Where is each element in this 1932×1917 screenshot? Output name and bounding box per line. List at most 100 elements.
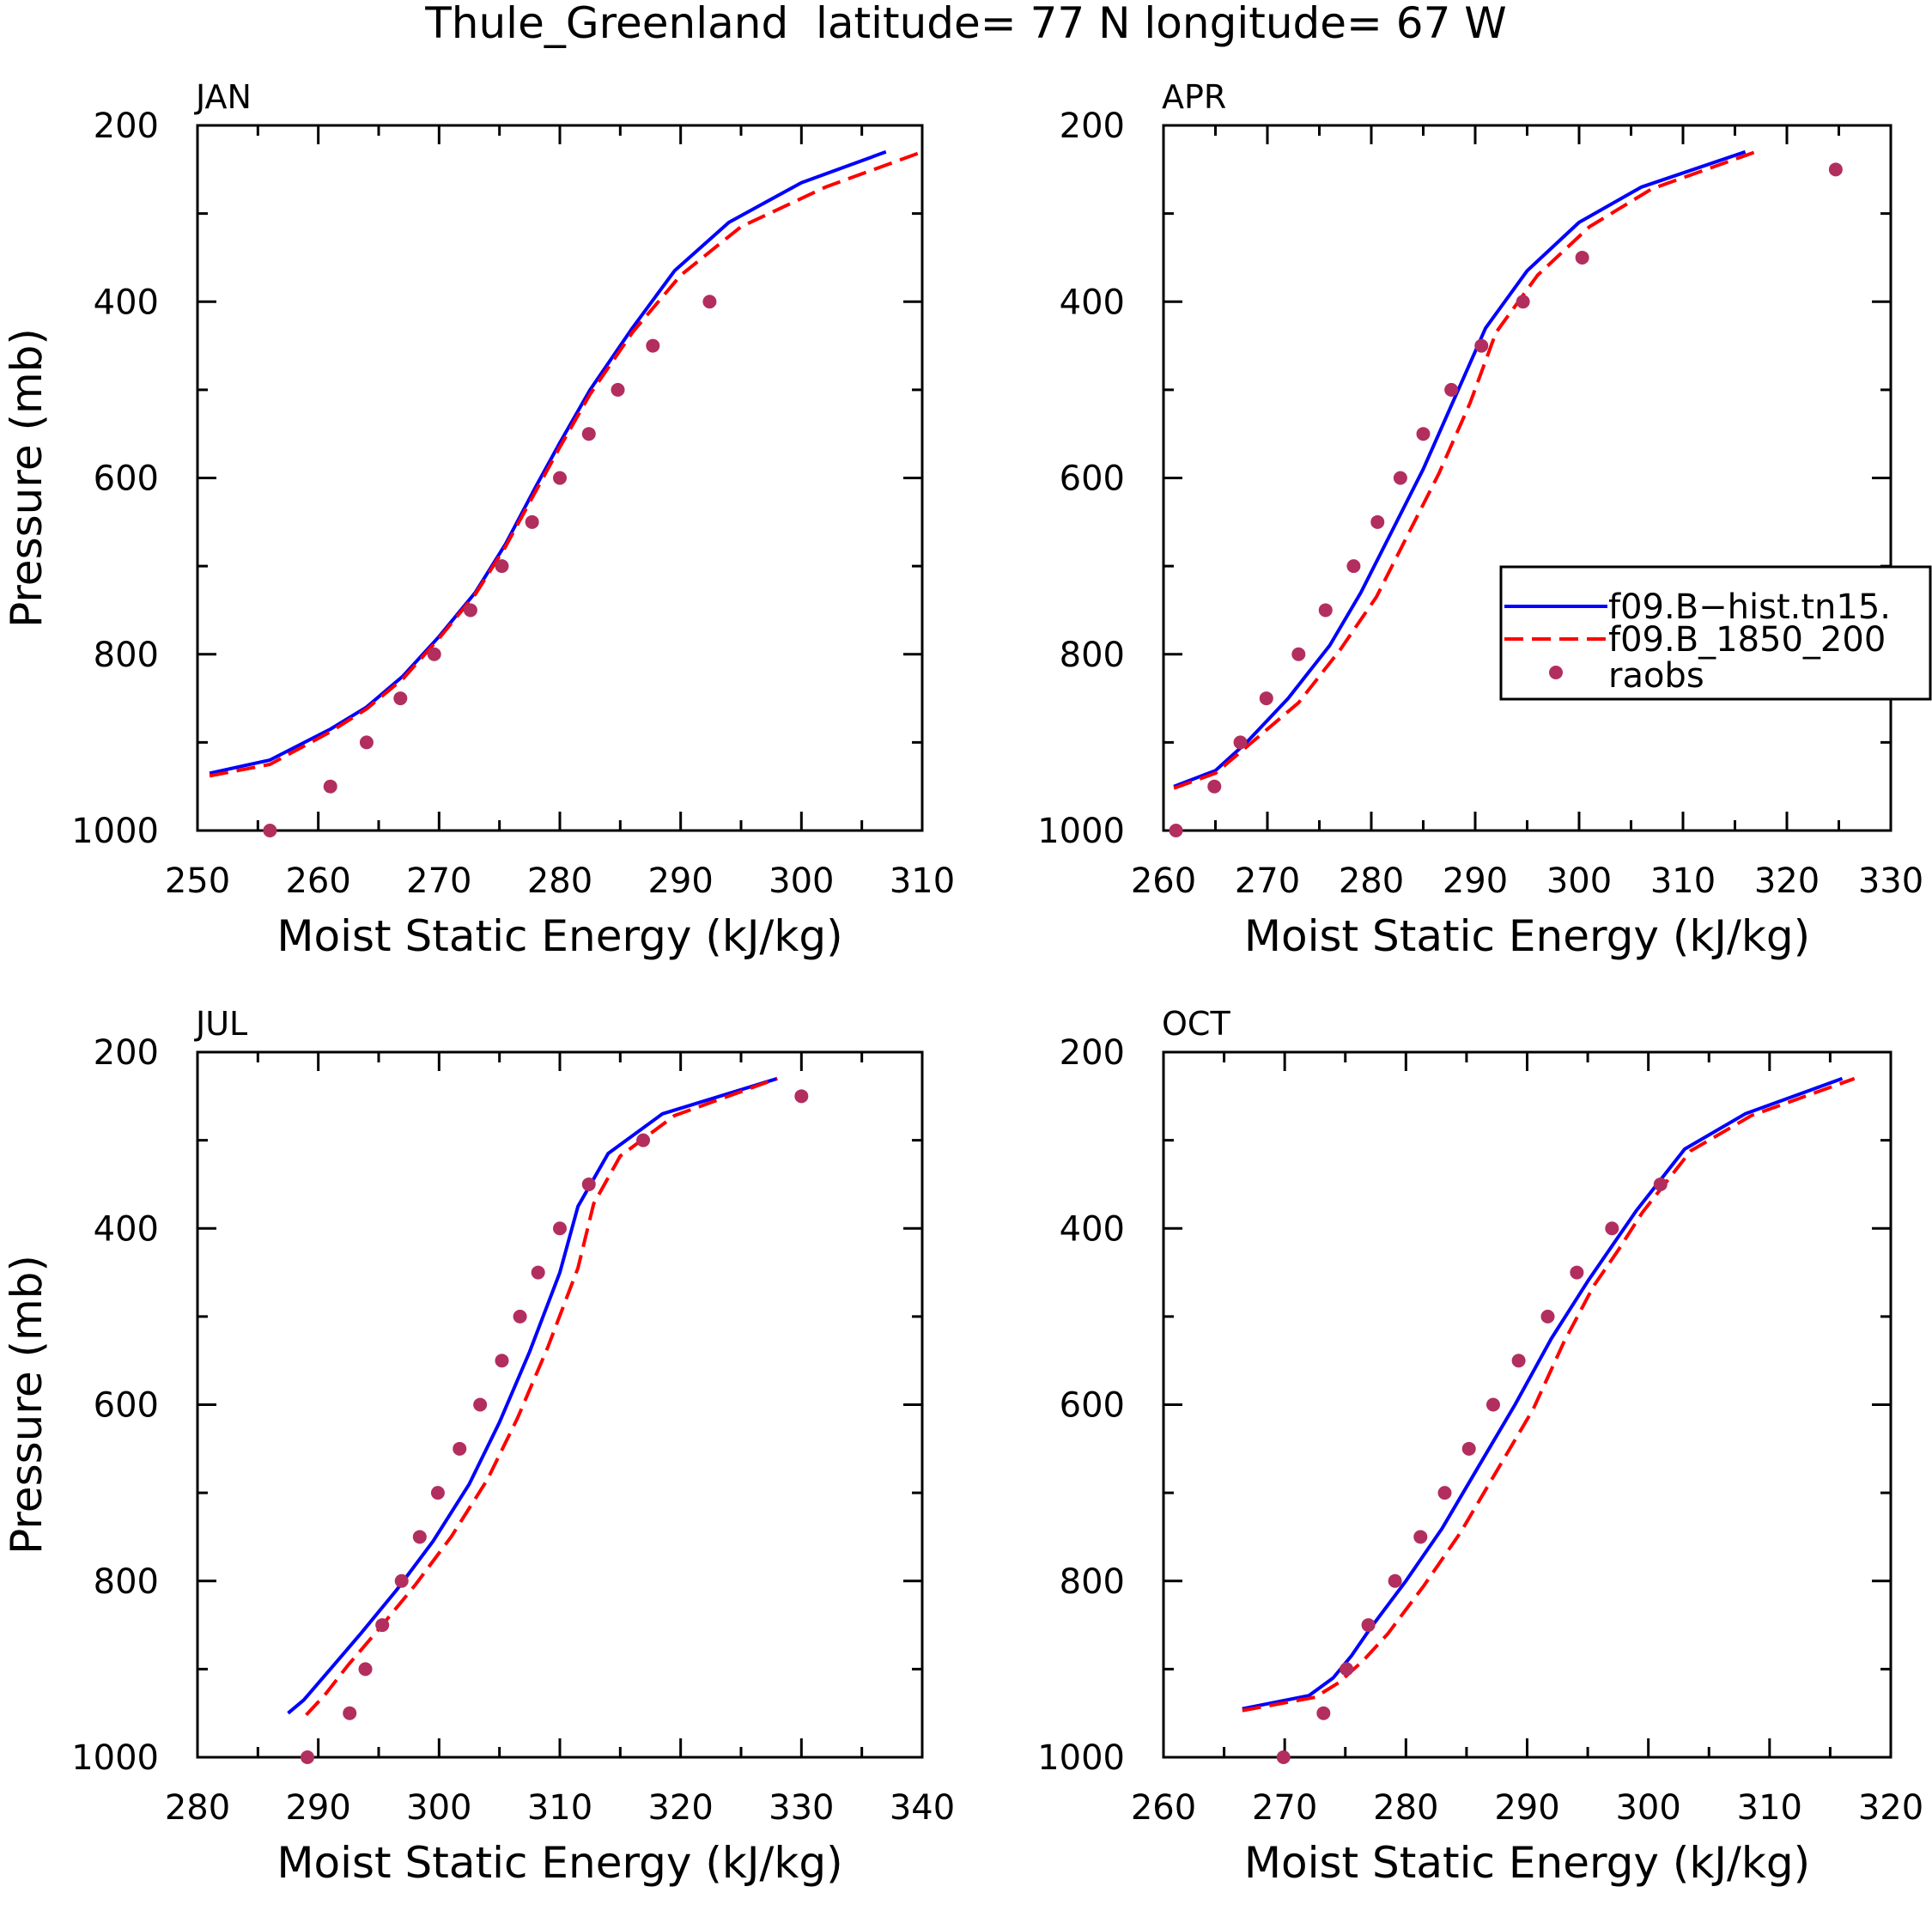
x-tick-label: 260 xyxy=(1131,1788,1196,1828)
x-tick-label: 300 xyxy=(406,1788,471,1828)
x-axis-label: Moist Static Energy (kJ/kg) xyxy=(1244,1838,1810,1888)
y-tick-label: 200 xyxy=(1060,106,1125,146)
raobs-point xyxy=(1291,647,1306,661)
y-tick-label: 1000 xyxy=(71,812,159,851)
raobs-point xyxy=(427,647,441,661)
raobs-point xyxy=(553,1221,567,1236)
raobs-point xyxy=(611,382,625,397)
y-axis-label: Pressure (mb) xyxy=(2,1255,52,1555)
raobs-point xyxy=(1516,295,1530,309)
raobs-point xyxy=(1207,779,1222,794)
y-tick-label: 600 xyxy=(94,459,159,499)
y-tick-label: 200 xyxy=(94,1033,159,1073)
y-tick-label: 400 xyxy=(94,1209,159,1249)
panel-title: JUL xyxy=(194,1005,247,1043)
raobs-point xyxy=(513,1309,527,1324)
y-tick-label: 800 xyxy=(94,1562,159,1602)
raobs-point xyxy=(495,559,509,574)
y-tick-label: 400 xyxy=(1060,283,1125,322)
raobs-point xyxy=(1653,1177,1668,1191)
x-axis-label: Moist Static Energy (kJ/kg) xyxy=(1244,911,1810,961)
series-f09-b-hist-line xyxy=(1242,1076,1844,1711)
raobs-point xyxy=(1416,427,1431,441)
raobs-point xyxy=(301,1750,315,1764)
series-f09-b-hist-line xyxy=(209,149,887,776)
y-axis-label: Pressure (mb) xyxy=(2,328,52,628)
series-f09-b-1850-line xyxy=(1173,149,1757,790)
raobs-point xyxy=(646,338,660,353)
y-tick-label: 400 xyxy=(94,283,159,322)
y-tick-label: 600 xyxy=(1060,459,1125,499)
x-tick-label: 300 xyxy=(1546,861,1612,901)
raobs-point xyxy=(581,1177,596,1191)
y-tick-label: 400 xyxy=(1060,1209,1125,1249)
x-tick-label: 310 xyxy=(890,861,955,901)
x-tick-label: 320 xyxy=(1858,1788,1923,1828)
panel-apr: APR 260 270 280 290 300 310 320 330 200 400 600 800 1… xyxy=(1037,78,1923,961)
raobs-point xyxy=(1461,1441,1476,1456)
raobs-point xyxy=(1346,559,1361,574)
x-tick-label: 290 xyxy=(647,861,713,901)
y-tick-label: 1000 xyxy=(71,1738,159,1778)
y-tick-label: 600 xyxy=(1060,1386,1125,1426)
x-tick-label: 290 xyxy=(285,1788,350,1828)
raobs-point xyxy=(358,1662,373,1677)
raobs-point xyxy=(375,1618,390,1633)
raobs-point xyxy=(359,735,374,750)
raobs-point xyxy=(1575,250,1589,265)
y-tick-label: 200 xyxy=(1060,1033,1125,1073)
legend-label: f09.B−hist.tn15. xyxy=(1608,587,1891,627)
series-raobs xyxy=(301,1089,809,1764)
raobs-point xyxy=(636,1133,651,1147)
series-raobs xyxy=(1169,162,1843,837)
x-tick-label: 340 xyxy=(890,1788,955,1828)
panel-jul: JUL 280 290 300 310 320 330 340 200 400 600 800 1000… xyxy=(2,1005,955,1888)
panel-jan: JAN 250 260 270 280 290 300 310 200 400 600 800 1000… xyxy=(2,78,955,961)
raobs-point xyxy=(553,471,567,485)
x-tick-label: 290 xyxy=(1494,1788,1559,1828)
plot-frame xyxy=(1162,1050,1893,1759)
x-axis-label: Moist Static Energy (kJ/kg) xyxy=(276,911,842,961)
x-tick-label: 280 xyxy=(1339,861,1404,901)
raobs-point xyxy=(1485,1397,1500,1412)
series-f09-b-hist-line xyxy=(287,1076,778,1715)
raobs-point xyxy=(1540,1309,1555,1324)
raobs-point xyxy=(794,1089,809,1104)
y-tick-label: 800 xyxy=(1060,1562,1125,1602)
series-f09-b-1850-line xyxy=(1242,1076,1856,1713)
raobs-point xyxy=(1340,1662,1354,1677)
figure-title: Thule_Greenland latitude= 77 N longitude… xyxy=(424,0,1507,48)
raobs-point xyxy=(531,1265,545,1280)
raobs-point xyxy=(412,1530,427,1544)
x-tick-label: 320 xyxy=(647,1788,713,1828)
panel-title: APR xyxy=(1162,78,1226,116)
raobs-point xyxy=(430,1486,445,1500)
raobs-point xyxy=(1370,514,1385,529)
y-tick-label: 1000 xyxy=(1037,1738,1125,1778)
x-tick-label: 300 xyxy=(769,861,834,901)
x-tick-label: 310 xyxy=(1650,861,1716,901)
raobs-point xyxy=(1570,1265,1584,1280)
raobs-point xyxy=(581,427,596,441)
x-tick-label: 320 xyxy=(1754,861,1820,901)
raobs-point xyxy=(394,1573,409,1588)
raobs-point xyxy=(473,1397,488,1412)
x-tick-label: 270 xyxy=(406,861,471,901)
y-tick-label: 600 xyxy=(94,1386,159,1426)
x-tick-label: 300 xyxy=(1615,1788,1680,1828)
x-tick-label: 330 xyxy=(1858,861,1923,901)
raobs-point xyxy=(1276,1750,1291,1764)
x-tick-label: 310 xyxy=(1737,1788,1802,1828)
raobs-point xyxy=(453,1441,467,1456)
raobs-point xyxy=(1361,1618,1376,1633)
panel-oct: OCT 260 270 280 290 300 310 320 200 400 600 800 1000… xyxy=(1037,1005,1923,1888)
legend-label: raobs xyxy=(1608,656,1704,696)
raobs-point xyxy=(1393,471,1407,485)
y-tick-label: 800 xyxy=(94,636,159,675)
x-tick-label: 270 xyxy=(1235,861,1300,901)
raobs-point xyxy=(1444,382,1459,397)
raobs-point xyxy=(1259,691,1273,706)
x-tick-label: 250 xyxy=(165,861,230,901)
